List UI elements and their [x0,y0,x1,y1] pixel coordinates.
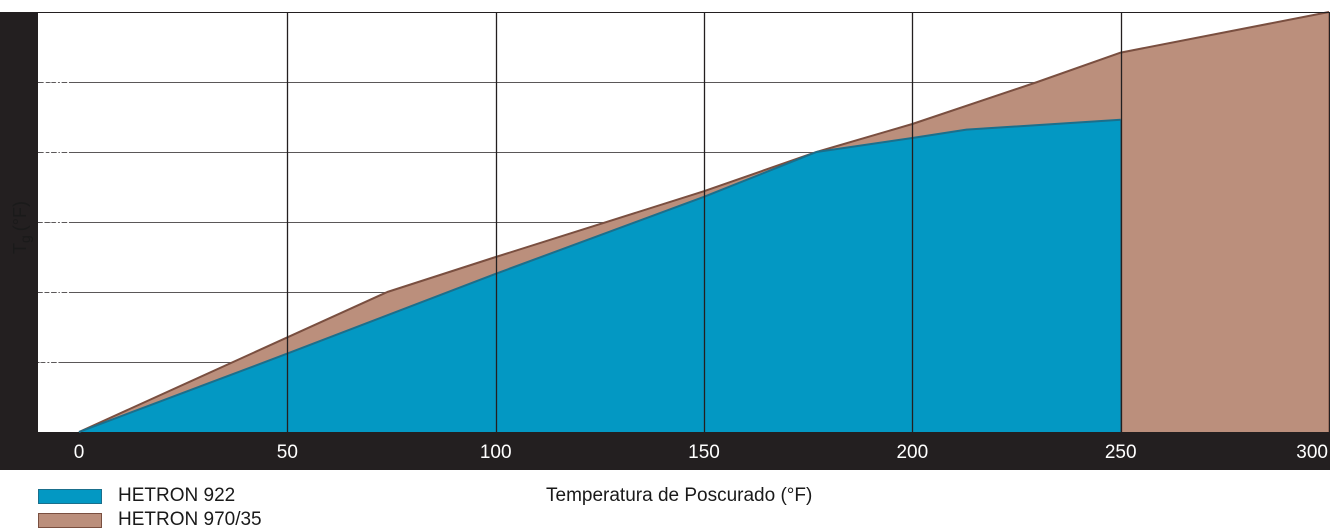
legend-item-hetron-922: HETRON 922 [38,484,262,508]
y-tick-label: 200 [38,143,70,164]
x-tick-label: 50 [277,442,298,463]
y-axis-band [0,12,38,470]
y-axis-label-subscript: g [17,235,33,243]
x-axis-band [38,432,1330,470]
vertical-gridlines [286,12,1123,432]
x-tick-labels: 0 50 100 150 200 250 300 [74,442,1328,463]
y-axis-label-unit: (°F) [10,201,30,231]
x-tick-label: 0 [74,442,85,463]
y-tick-label: 50 [38,353,59,374]
legend-label-hetron-970-35: HETRON 970/35 [118,509,262,530]
legend-swatch-hetron-922 [38,488,102,504]
x-tick-label: 100 [480,442,512,463]
y-tick-label: 100 [38,283,70,304]
y-axis-label: Tg (°F) [10,201,33,254]
legend: HETRON 922 HETRON 970/35 [38,484,262,532]
y-tick-label: 0 [50,415,61,436]
legend-swatch-hetron-970-35 [38,512,102,528]
y-tick-label: 150 [38,213,70,234]
x-tick-label: 150 [688,442,720,463]
y-tick-labels: 0 50 100 150 200 250 300 [38,14,70,436]
y-tick-label: 300 [38,14,70,35]
line-hetron-922 [78,118,1121,433]
legend-label-hetron-922: HETRON 922 [118,485,236,506]
x-tick-label: 200 [896,442,928,463]
legend-item-hetron-970-35: HETRON 970/35 [38,508,262,532]
x-tick-label: 300 [1296,442,1328,463]
x-tick-label: 250 [1105,442,1137,463]
y-tick-label: 250 [38,73,70,94]
y-axis-label-main: T [10,243,30,254]
area-hetron-922 [79,119,1121,433]
x-axis-label: Temperatura de Poscurado (°F) [546,485,813,506]
